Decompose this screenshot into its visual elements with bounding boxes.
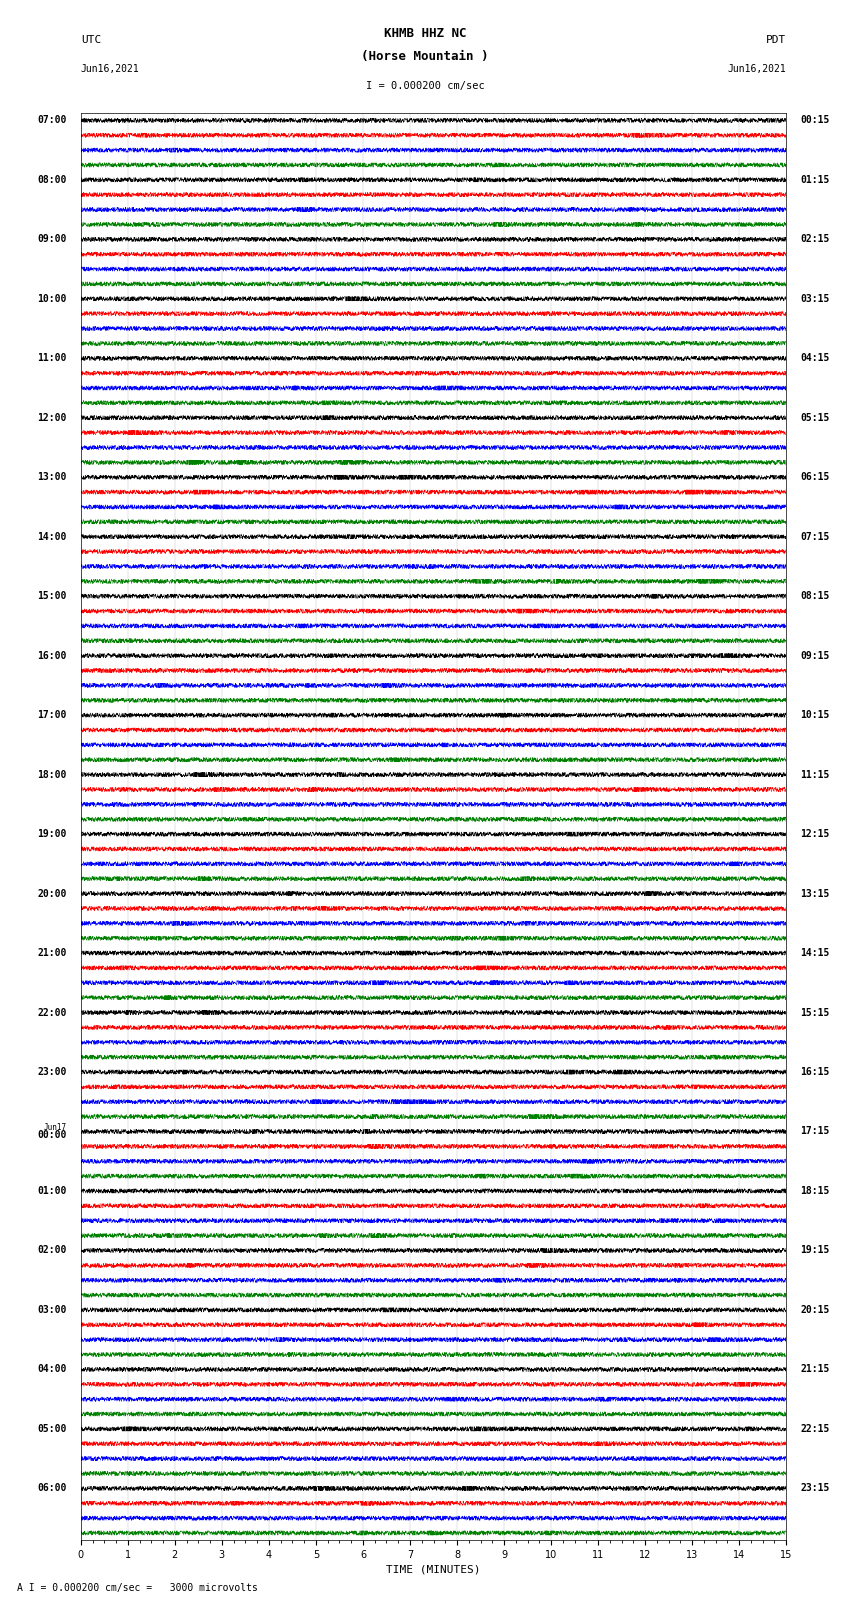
- Text: 08:00: 08:00: [37, 174, 66, 185]
- Text: 19:15: 19:15: [801, 1245, 830, 1255]
- Text: 02:00: 02:00: [37, 1245, 66, 1255]
- Text: 16:15: 16:15: [801, 1068, 830, 1077]
- Text: Jun16,2021: Jun16,2021: [728, 65, 786, 74]
- Text: 13:00: 13:00: [37, 473, 66, 482]
- Text: 18:15: 18:15: [801, 1186, 830, 1195]
- Text: 17:15: 17:15: [801, 1126, 830, 1137]
- Text: I = 0.000200 cm/sec: I = 0.000200 cm/sec: [366, 81, 484, 90]
- Text: 07:00: 07:00: [37, 116, 66, 126]
- Text: 02:15: 02:15: [801, 234, 830, 244]
- X-axis label: TIME (MINUTES): TIME (MINUTES): [386, 1565, 481, 1574]
- Text: 09:00: 09:00: [37, 234, 66, 244]
- Text: 03:15: 03:15: [801, 294, 830, 303]
- Text: 14:15: 14:15: [801, 948, 830, 958]
- Text: 01:00: 01:00: [37, 1186, 66, 1195]
- Text: 00:00: 00:00: [37, 1131, 66, 1140]
- Text: 13:15: 13:15: [801, 889, 830, 898]
- Text: 12:15: 12:15: [801, 829, 830, 839]
- Text: A I = 0.000200 cm/sec =   3000 microvolts: A I = 0.000200 cm/sec = 3000 microvolts: [17, 1582, 258, 1592]
- Text: 10:15: 10:15: [801, 710, 830, 719]
- Text: 22:15: 22:15: [801, 1424, 830, 1434]
- Text: 03:00: 03:00: [37, 1305, 66, 1315]
- Text: 01:15: 01:15: [801, 174, 830, 185]
- Text: 06:15: 06:15: [801, 473, 830, 482]
- Text: (Horse Mountain ): (Horse Mountain ): [361, 50, 489, 63]
- Text: 22:00: 22:00: [37, 1008, 66, 1018]
- Text: 10:00: 10:00: [37, 294, 66, 303]
- Text: 12:00: 12:00: [37, 413, 66, 423]
- Text: 20:15: 20:15: [801, 1305, 830, 1315]
- Text: 16:00: 16:00: [37, 650, 66, 661]
- Text: 14:00: 14:00: [37, 532, 66, 542]
- Text: 11:00: 11:00: [37, 353, 66, 363]
- Text: 15:00: 15:00: [37, 592, 66, 602]
- Text: KHMB HHZ NC: KHMB HHZ NC: [383, 27, 467, 40]
- Text: 21:00: 21:00: [37, 948, 66, 958]
- Text: 19:00: 19:00: [37, 829, 66, 839]
- Text: UTC: UTC: [81, 35, 101, 45]
- Text: 09:15: 09:15: [801, 650, 830, 661]
- Text: 23:15: 23:15: [801, 1484, 830, 1494]
- Text: PDT: PDT: [766, 35, 786, 45]
- Text: 21:15: 21:15: [801, 1365, 830, 1374]
- Text: 05:15: 05:15: [801, 413, 830, 423]
- Text: 20:00: 20:00: [37, 889, 66, 898]
- Text: 15:15: 15:15: [801, 1008, 830, 1018]
- Text: 00:15: 00:15: [801, 116, 830, 126]
- Text: 08:15: 08:15: [801, 592, 830, 602]
- Text: 06:00: 06:00: [37, 1484, 66, 1494]
- Text: 18:00: 18:00: [37, 769, 66, 779]
- Text: 17:00: 17:00: [37, 710, 66, 719]
- Text: 05:00: 05:00: [37, 1424, 66, 1434]
- Text: 23:00: 23:00: [37, 1068, 66, 1077]
- Text: Jun16,2021: Jun16,2021: [81, 65, 139, 74]
- Text: 04:15: 04:15: [801, 353, 830, 363]
- Text: 07:15: 07:15: [801, 532, 830, 542]
- Text: Jun17: Jun17: [43, 1123, 66, 1132]
- Text: 11:15: 11:15: [801, 769, 830, 779]
- Text: 04:00: 04:00: [37, 1365, 66, 1374]
